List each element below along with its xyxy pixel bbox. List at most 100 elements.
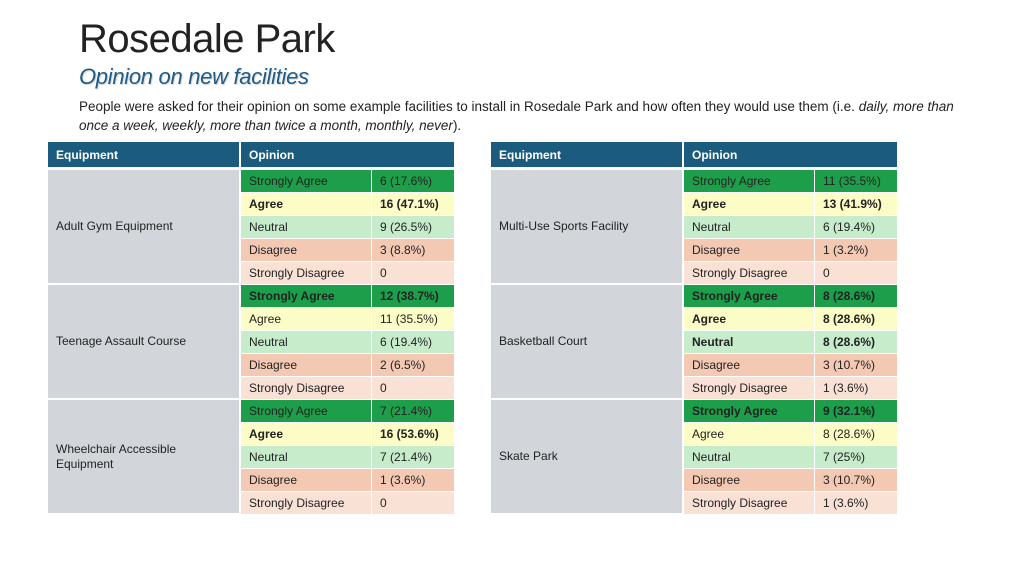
table-body: Adult Gym Equipment Strongly Agree 6 (17.6… <box>48 170 454 515</box>
opinion-label-cell: Neutral <box>684 216 814 239</box>
response-count-cell: 1 (3.6%) <box>814 492 897 515</box>
response-count-cell: 3 (8.8%) <box>371 239 454 262</box>
page-subtitle: Opinion on new facilities <box>79 64 309 89</box>
table-row: Agree 16 (47.1%) <box>48 193 454 216</box>
table-row: Disagree 3 (8.8%) <box>48 239 454 262</box>
table-row: Disagree 3 (10.7%) <box>491 354 897 377</box>
table-row: Agree 11 (35.5%) <box>48 308 454 331</box>
equipment-name-cell: Adult Gym Equipment <box>48 170 241 285</box>
equipment-column-header: Equipment <box>48 142 241 170</box>
response-count-cell: 6 (17.6%) <box>371 170 454 193</box>
response-count-cell: 13 (41.9%) <box>814 193 897 216</box>
table-row: Agree 13 (41.9%) <box>491 193 897 216</box>
table-row: Wheelchair Accessible Equipment Strongly … <box>48 400 454 515</box>
opinion-label-cell: Neutral <box>684 331 814 354</box>
response-count-cell: 7 (21.4%) <box>371 446 454 469</box>
response-count-cell: 0 <box>371 377 454 400</box>
intro-frequency-options: daily, more than once a week, weekly, mo… <box>79 99 954 133</box>
opinion-label-cell: Neutral <box>241 331 371 354</box>
opinion-label-cell: Disagree <box>684 354 814 377</box>
response-count-cell: 8 (28.6%) <box>814 308 897 331</box>
table-row: Neutral 6 (19.4%) <box>48 331 454 354</box>
response-count-cell: 7 (21.4%) <box>371 400 454 423</box>
response-count-cell: 0 <box>814 262 897 285</box>
response-count-cell: 11 (35.5%) <box>371 308 454 331</box>
opinion-label-cell: Neutral <box>241 216 371 239</box>
opinion-label-cell: Agree <box>684 193 814 216</box>
opinion-label-cell: Strongly Agree <box>684 285 814 308</box>
table-body: Multi-Use Sports Facility Strongly Agree 1… <box>491 170 897 515</box>
table-row: Disagree 1 (3.6%) <box>48 469 454 492</box>
opinion-label-cell: Agree <box>241 193 371 216</box>
response-count-cell: 9 (32.1%) <box>814 400 897 423</box>
opinion-label-cell: Strongly Agree <box>241 285 371 308</box>
response-count-cell: 1 (3.2%) <box>814 239 897 262</box>
page-title: Rosedale Park <box>79 17 335 61</box>
table-row: Strongly Disagree 0 <box>48 262 454 285</box>
equipment-name-cell: Skate Park <box>491 400 684 515</box>
response-count-cell: 11 (35.5%) <box>814 170 897 193</box>
intro-text: People were asked for their opinion on s… <box>79 99 859 114</box>
right-opinion-table: Equipment Opinion Multi-Use Sports Facil… <box>491 142 897 515</box>
opinion-label-cell: Neutral <box>241 446 371 469</box>
table-row: Basketball Court Strongly Agree 8 (28.6%) <box>491 285 897 400</box>
opinion-label-cell: Strongly Disagree <box>684 492 814 515</box>
opinion-label-cell: Strongly Agree <box>241 400 371 423</box>
table-row: Multi-Use Sports Facility Strongly Agree 1… <box>491 170 897 285</box>
opinion-label-cell: Disagree <box>684 239 814 262</box>
table-row: Agree 8 (28.6%) <box>491 423 897 446</box>
opinion-label-cell: Agree <box>684 423 814 446</box>
table-row: Neutral 7 (25%) <box>491 446 897 469</box>
opinion-column-header: Opinion <box>241 142 454 170</box>
table-row: Neutral 9 (26.5%) <box>48 216 454 239</box>
response-count-cell: 1 (3.6%) <box>814 377 897 400</box>
table-row: Strongly Disagree 0 <box>48 492 454 515</box>
equipment-name-cell: Teenage Assault Course <box>48 285 241 400</box>
response-count-cell: 3 (10.7%) <box>814 354 897 377</box>
opinion-label-cell: Agree <box>684 308 814 331</box>
opinion-label-cell: Neutral <box>684 446 814 469</box>
equipment-name-cell: Multi-Use Sports Facility <box>491 170 684 285</box>
table-row: Teenage Assault Course Strongly Agree 12 (… <box>48 285 454 400</box>
table-row: Disagree 2 (6.5%) <box>48 354 454 377</box>
equipment-column-header: Equipment <box>491 142 684 170</box>
table-row: Strongly Disagree 1 (3.6%) <box>491 377 897 400</box>
table-row: Disagree 1 (3.2%) <box>491 239 897 262</box>
response-count-cell: 0 <box>371 262 454 285</box>
response-count-cell: 8 (28.6%) <box>814 285 897 308</box>
opinion-label-cell: Disagree <box>241 469 371 492</box>
table-row: Neutral 6 (19.4%) <box>491 216 897 239</box>
opinion-label-cell: Strongly Agree <box>241 170 371 193</box>
table-row: Neutral 8 (28.6%) <box>491 331 897 354</box>
equipment-name-cell: Wheelchair Accessible Equipment <box>48 400 241 515</box>
table-row: Strongly Disagree 1 (3.6%) <box>491 492 897 515</box>
response-count-cell: 6 (19.4%) <box>814 216 897 239</box>
table-row: Strongly Disagree 0 <box>48 377 454 400</box>
response-count-cell: 12 (38.7%) <box>371 285 454 308</box>
opinion-label-cell: Agree <box>241 423 371 446</box>
opinion-label-cell: Strongly Disagree <box>241 377 371 400</box>
table-header-row: Equipment Opinion <box>491 142 897 170</box>
opinion-label-cell: Disagree <box>241 239 371 262</box>
table-row: Disagree 3 (10.7%) <box>491 469 897 492</box>
left-opinion-table: Equipment Opinion Adult Gym Equipment Str… <box>48 142 454 515</box>
response-count-cell: 16 (53.6%) <box>371 423 454 446</box>
intro-paragraph: People were asked for their opinion on s… <box>79 97 959 135</box>
response-count-cell: 6 (19.4%) <box>371 331 454 354</box>
intro-text-end: ). <box>452 118 462 133</box>
opinion-label-cell: Strongly Agree <box>684 170 814 193</box>
response-count-cell: 7 (25%) <box>814 446 897 469</box>
opinion-label-cell: Agree <box>241 308 371 331</box>
opinion-label-cell: Strongly Disagree <box>684 377 814 400</box>
opinion-label-cell: Disagree <box>241 354 371 377</box>
response-count-cell: 0 <box>371 492 454 515</box>
table-row: Strongly Disagree 0 <box>491 262 897 285</box>
response-count-cell: 1 (3.6%) <box>371 469 454 492</box>
table-row: Agree 16 (53.6%) <box>48 423 454 446</box>
table-row: Agree 8 (28.6%) <box>491 308 897 331</box>
opinion-column-header: Opinion <box>684 142 897 170</box>
table-row: Adult Gym Equipment Strongly Agree 6 (17.6… <box>48 170 454 285</box>
response-count-cell: 9 (26.5%) <box>371 216 454 239</box>
table-header-row: Equipment Opinion <box>48 142 454 170</box>
opinion-label-cell: Strongly Disagree <box>241 262 371 285</box>
